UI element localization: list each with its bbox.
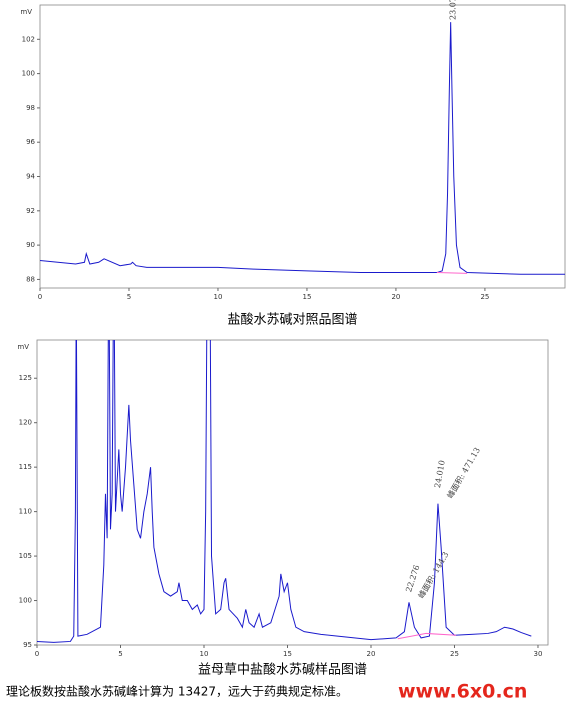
x-tick-label: 20 (391, 293, 400, 301)
trace (37, 340, 532, 643)
x-tick-label: 15 (302, 293, 311, 301)
y-tick-label: 120 (19, 419, 32, 427)
x-tick-label: 5 (127, 293, 131, 301)
y-tick-label: 100 (19, 597, 32, 605)
x-tick-label: 25 (450, 650, 459, 658)
chart-title: 盐酸水苏碱对照品图谱 (227, 312, 357, 328)
peak-annotation: 22.276 (404, 564, 421, 593)
x-tick-label: 25 (480, 293, 489, 301)
peak-annotation: 24.010 (433, 460, 447, 489)
conclusion: 理论板数按盐酸水苏碱峰计算为 13427，远大于药典规定标准。 (6, 684, 348, 699)
plot-frame (36, 339, 549, 646)
y-tick-label: 115 (19, 463, 32, 471)
trace (436, 272, 468, 274)
y-tick-label: 90 (26, 241, 35, 249)
y-tick-label: 102 (22, 35, 35, 43)
y-tick-label: 98 (26, 104, 35, 112)
trace (40, 22, 565, 275)
y-tick-label: 94 (26, 173, 35, 181)
y-tick-label: 96 (26, 138, 35, 146)
y-axis-label: mV (20, 8, 32, 16)
y-axis-label: mV (17, 343, 29, 351)
plot-frame (39, 4, 566, 289)
watermark: www.6x0.cn (398, 681, 527, 703)
x-tick-label: 10 (200, 650, 209, 658)
x-tick-label: 0 (35, 650, 39, 658)
peak-annotation: 峰面积: 471.13 (445, 445, 482, 500)
trace (397, 632, 457, 640)
y-tick-label: 92 (26, 207, 35, 215)
x-tick-label: 20 (367, 650, 376, 658)
y-tick-label: 105 (19, 552, 32, 560)
y-tick-label: 88 (26, 275, 35, 283)
x-tick-label: 15 (283, 650, 292, 658)
x-tick-label: 10 (214, 293, 223, 301)
peak-annotation: 23.075 (449, 0, 458, 20)
x-tick-label: 30 (534, 650, 543, 658)
y-tick-label: 125 (19, 374, 32, 382)
x-tick-label: 0 (38, 293, 42, 301)
y-tick-label: 95 (23, 641, 32, 649)
chart-title: 益母草中盐酸水苏碱样品图谱 (198, 662, 367, 678)
y-tick-label: 100 (22, 70, 35, 78)
x-tick-label: 5 (118, 650, 122, 658)
y-tick-label: 110 (19, 508, 32, 516)
